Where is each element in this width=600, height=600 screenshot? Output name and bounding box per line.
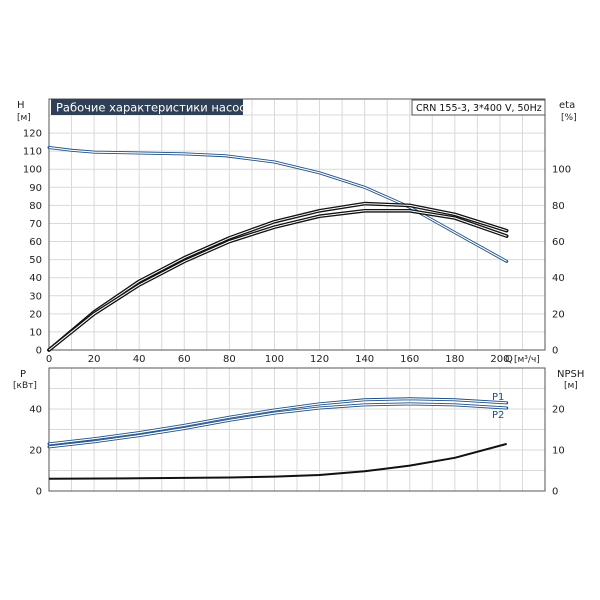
- plot-frame-top: [48, 98, 546, 351]
- curve-efficiency-lower: [47, 209, 509, 352]
- x-tick-label: 80: [223, 354, 236, 365]
- curve-npsh: [48, 442, 507, 480]
- curve-head-inner: [48, 146, 507, 262]
- y-tick-label-left-top: 20: [29, 309, 42, 320]
- x-tick-label: 20: [88, 354, 101, 365]
- y-left-unit-bottom: [кВт]: [13, 381, 37, 391]
- y-tick-label-left-top: 120: [23, 129, 42, 140]
- y-tick-label-left-top: 90: [29, 183, 42, 194]
- y-right-unit-top: [%]: [561, 113, 577, 123]
- x-label: Q: [505, 354, 513, 365]
- y-left-label-top: H: [17, 100, 25, 111]
- curve-efficiency-upper-inner: [48, 203, 507, 351]
- y-tick-label-right-bottom: 10: [552, 446, 565, 457]
- x-tick-label: 100: [265, 354, 284, 365]
- y-tick-label-left-top: 60: [29, 237, 42, 248]
- model-box: [411, 99, 546, 116]
- y-tick-label-right-top: 40: [552, 273, 565, 284]
- title-box: [51, 99, 243, 115]
- x-unit: [м³/ч]: [514, 355, 540, 365]
- y-tick-label-left-bottom: 40: [29, 405, 42, 416]
- y-tick-label-left-top: 100: [23, 165, 42, 176]
- model-label: CRN 155-3, 3*400 V, 50Hz: [416, 103, 542, 114]
- y-left-label-bottom: P: [20, 369, 26, 380]
- x-tick-label: 0: [46, 354, 52, 365]
- y-tick-label-left-top: 70: [29, 219, 42, 230]
- y-tick-label-right-bottom: 0: [552, 487, 558, 498]
- y-tick-label-right-top: 20: [552, 309, 565, 320]
- y-tick-label-right-top: 60: [552, 237, 565, 248]
- y-tick-label-left-top: 10: [29, 327, 42, 338]
- y-tick-label-left-top: 50: [29, 255, 42, 266]
- series-label-p2: P2: [492, 410, 504, 421]
- curve-p1-inner: [48, 398, 507, 445]
- y-tick-label-left-top: 30: [29, 291, 42, 302]
- y-tick-label-left-top: 110: [23, 147, 42, 158]
- x-tick-label: 160: [400, 354, 419, 365]
- x-tick-label: 140: [355, 354, 374, 365]
- y-tick-label-left-top: 80: [29, 201, 42, 212]
- y-left-unit-top: [м]: [17, 113, 31, 123]
- x-tick-label: 200: [490, 354, 509, 365]
- y-tick-label-right-bottom: 20: [552, 405, 565, 416]
- y-tick-label-right-top: 80: [552, 201, 565, 212]
- x-tick-label: 40: [133, 354, 146, 365]
- plot-frame-bottom: [48, 367, 546, 492]
- x-tick-label: 120: [310, 354, 329, 365]
- ticks-layer: 0102030405060708090100110120020406080100…: [23, 129, 571, 498]
- curve-head: [47, 146, 509, 263]
- y-right-unit-bottom: [м]: [564, 381, 578, 391]
- y-tick-label-left-top: 0: [36, 346, 42, 357]
- x-tick-label: 180: [445, 354, 464, 365]
- y-tick-label-right-top: 0: [552, 346, 558, 357]
- y-right-label-bottom: NPSH: [557, 369, 584, 380]
- series-label-p1: P1: [492, 392, 504, 403]
- frame-layer: [48, 98, 546, 492]
- curve-efficiency-lower-inner: [48, 210, 507, 351]
- chart-title: Рабочие характеристики насоса: [56, 101, 253, 115]
- curve-p2-inner: [48, 403, 507, 448]
- curves-layer: [47, 146, 509, 480]
- y-right-label-top: eta: [559, 100, 575, 111]
- y-tick-label-left-bottom: 0: [36, 487, 42, 498]
- y-tick-label-right-top: 100: [552, 165, 571, 176]
- y-tick-label-left-bottom: 20: [29, 446, 42, 457]
- y-tick-label-left-top: 40: [29, 273, 42, 284]
- x-tick-label: 60: [178, 354, 191, 365]
